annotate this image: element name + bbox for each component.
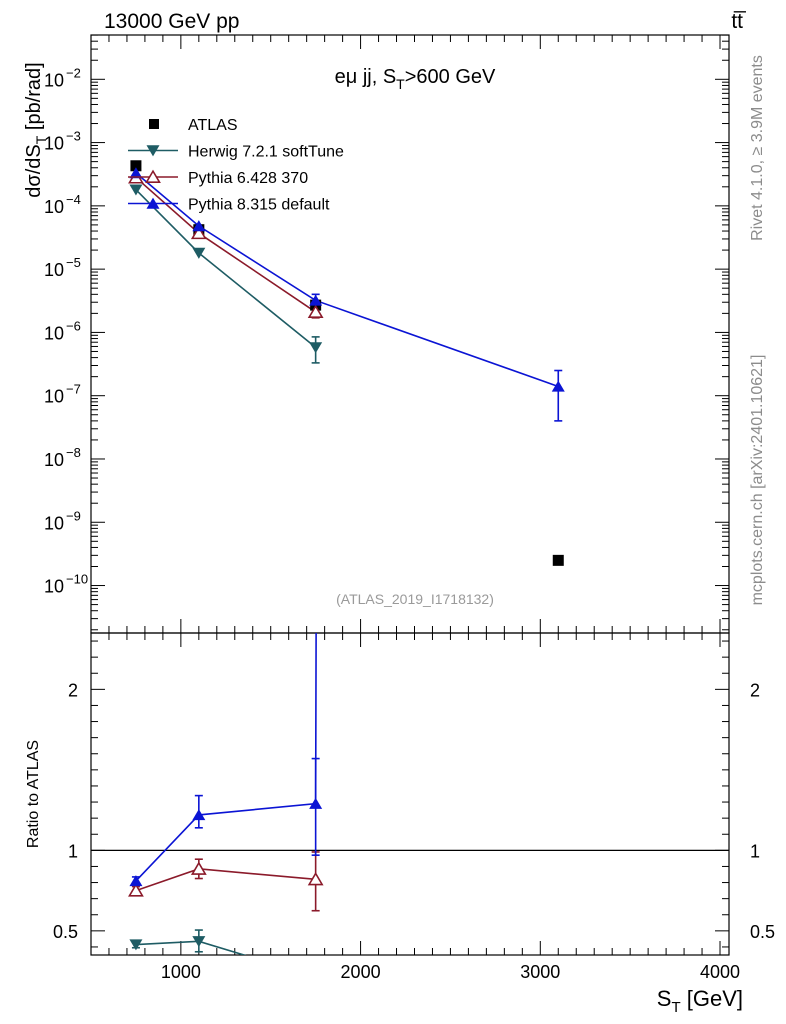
legend-label-pythia-8-315-default: Pythia 8.315 default — [188, 197, 330, 214]
y-tick-label: 10 — [44, 260, 64, 280]
x-tick-label: 1000 — [161, 962, 201, 982]
data-point-herwig-7-2-1-softtune — [309, 342, 323, 354]
x-tick-label: 3000 — [520, 962, 560, 982]
analysis-label: (ATLAS_2019_I1718132) — [336, 591, 494, 607]
y-axis-label: dσ/dST [pb/rad] — [23, 62, 49, 197]
y-tick-label: 10 — [44, 577, 64, 597]
ratio-point-pythia-6-428-370 — [190, 861, 207, 875]
ratio-y-tick-label: 0.5 — [53, 922, 78, 942]
data-point-herwig-7-2-1-softtune — [129, 184, 143, 196]
legend-marker-herwig-7-2-1-softtune — [146, 145, 160, 157]
y-axis-label-rest: [pb/rad] — [23, 62, 45, 135]
header-right: tt̅ — [731, 10, 747, 33]
y-tick-label-exponent: −8 — [66, 445, 81, 460]
data-point-pythia-8-315-default — [129, 167, 143, 179]
y-tick-label-exponent: −5 — [66, 255, 81, 270]
plot-title-sub: T — [396, 76, 405, 92]
y-tick-label: 10 — [44, 134, 64, 154]
y-tick-label: 10 — [44, 387, 64, 407]
data-point-atlas — [552, 554, 564, 566]
main-series — [128, 160, 565, 566]
legend-label-herwig-7-2-1-softtune: Herwig 7.2.1 softTune — [188, 144, 344, 161]
y-tick-label-exponent: −6 — [66, 318, 81, 333]
legend: ATLAS Herwig 7.2.1 softTune Pythia 6.428 3… — [128, 117, 344, 214]
ratio-series — [128, 633, 324, 955]
mcplots-label: mcplots.cern.ch [arXiv:2401.10621] — [749, 355, 766, 606]
ratio-y-tick-label: 1 — [68, 841, 78, 861]
y-tick-label: 10 — [44, 70, 64, 90]
ratio-point-pythia-8-315-default — [129, 875, 143, 887]
y-tick-label-exponent: −3 — [66, 129, 81, 144]
y-tick-label-exponent: −10 — [66, 572, 88, 587]
y-tick-label-exponent: −7 — [66, 382, 81, 397]
ratio-point-pythia-8-315-default — [309, 797, 323, 809]
x-axis-label: ST [GeV] — [657, 986, 743, 1016]
data-point-pythia-8-315-default — [309, 294, 323, 306]
data-point-pythia-6-428-370 — [307, 304, 324, 319]
header-left: 13000 GeV pp — [104, 10, 239, 33]
ratio-y-tick-label: 0.5 — [750, 922, 775, 942]
ratio-point-pythia-6-428-370 — [128, 883, 144, 897]
y-tick-label: 10 — [44, 513, 64, 533]
ratio-line-pythia-8-315-default — [135, 633, 317, 882]
ratio-point-pythia-8-315-default — [192, 809, 206, 821]
y-axis-label-main: dσ/dS — [23, 144, 45, 198]
x-tick-label: 4000 — [700, 962, 740, 982]
ratio-point-herwig-7-2-1-softtune — [192, 936, 206, 948]
x-tick-label: 2000 — [341, 962, 381, 982]
y-tick-label-exponent: −9 — [66, 508, 81, 523]
plot-title-main: eμ jj, S — [335, 66, 397, 88]
ratio-axes: 1000 2000 3000 4000 0.5 0.5 1 1 2 2 — [53, 633, 775, 982]
plot-title: eμ jj, ST>600 GeV — [335, 66, 496, 92]
plot-title-rest: >600 GeV — [405, 66, 496, 88]
legend-marker-atlas — [149, 119, 159, 129]
data-point-pythia-6-428-370 — [190, 225, 207, 240]
y-tick-label: 10 — [44, 450, 64, 470]
ratio-plot-frame — [90, 632, 730, 956]
ratio-point-pythia-6-428-370 — [307, 871, 324, 886]
x-axis-label-sub: T — [671, 999, 680, 1016]
y-tick-label-exponent: −4 — [66, 192, 81, 207]
y-tick-label: 10 — [44, 323, 64, 343]
ratio-y-axis-label: Ratio to ATLAS — [25, 740, 42, 848]
y-tick-label-exponent: −2 — [66, 65, 81, 80]
legend-label-pythia-6-428-370: Pythia 6.428 370 — [188, 170, 308, 187]
ratio-y-tick-label: 1 — [750, 841, 760, 861]
legend-marker-pythia-8-315-default — [146, 197, 160, 209]
rivet-label: Rivet 4.1.0, ≥ 3.9M events — [749, 55, 766, 241]
y-tick-label: 10 — [44, 197, 64, 217]
ratio-point-herwig-7-2-1-softtune — [129, 939, 143, 951]
data-point-herwig-7-2-1-softtune — [192, 247, 206, 259]
legend-marker-pythia-6-428-370 — [145, 169, 161, 183]
data-point-pythia-8-315-default — [551, 380, 565, 392]
x-axis-label-rest: [GeV] — [681, 986, 743, 1011]
data-point-pythia-8-315-default — [192, 220, 206, 232]
series-line-pythia-8-315-default — [135, 172, 559, 388]
data-point-atlas — [130, 160, 142, 172]
ratio-y-tick-label: 2 — [750, 680, 760, 700]
ratio-y-tick-label: 2 — [68, 680, 78, 700]
ratio-line-pythia-6-428-370 — [135, 868, 316, 892]
legend-label-atlas: ATLAS — [188, 117, 238, 134]
y-axis-label-sub: T — [33, 135, 49, 144]
x-axis-label-main: S — [657, 986, 672, 1011]
